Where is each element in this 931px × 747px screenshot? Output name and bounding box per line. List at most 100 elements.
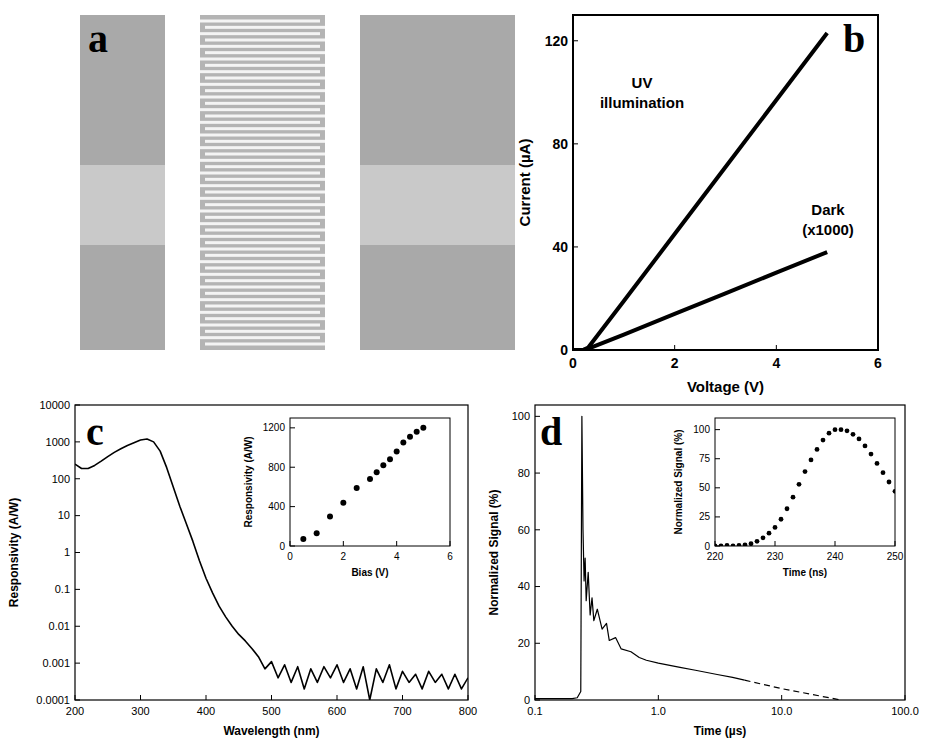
finger xyxy=(205,216,325,219)
finger xyxy=(205,153,325,156)
y-tick-label: 1000 xyxy=(46,436,70,448)
finger xyxy=(205,292,325,295)
x-tick-label: 220 xyxy=(707,551,724,562)
x-tick xyxy=(781,695,782,700)
y-tick xyxy=(715,487,720,488)
data-point xyxy=(367,476,373,482)
y-tick xyxy=(535,643,540,644)
data-point xyxy=(863,444,868,449)
x-tick-label: 10.0 xyxy=(771,705,792,717)
finger xyxy=(205,229,325,232)
y-tick-label: 0.1 xyxy=(55,583,70,595)
series-label-line: UV xyxy=(632,74,653,91)
marks xyxy=(535,416,841,700)
data-line xyxy=(745,680,841,700)
series-label-line: Dark xyxy=(811,201,845,218)
finger-area xyxy=(200,15,325,350)
figure: a024604080120Voltage (V)Current (µA)UVil… xyxy=(0,0,931,747)
x-tick-label: 600 xyxy=(328,705,346,717)
y-tick xyxy=(75,589,80,590)
x-tick-label: 2 xyxy=(671,355,679,371)
finger xyxy=(205,203,325,206)
data-point xyxy=(815,447,820,452)
y-tick-label: 80 xyxy=(518,467,530,479)
y-tick xyxy=(75,663,80,664)
panel-letter: b xyxy=(843,16,865,61)
data-point xyxy=(797,482,802,487)
y-tick-label: 1 xyxy=(64,546,70,558)
y-axis-title: Current (µA) xyxy=(516,139,533,227)
finger xyxy=(200,222,320,225)
plot: 024604080120Voltage (V)Current (µA)UVill… xyxy=(516,15,882,395)
y-axis-title: Normalized Signal (%) xyxy=(487,489,501,615)
bus-bar xyxy=(165,15,200,350)
finger xyxy=(205,254,325,257)
y-tick-label: 0.01 xyxy=(49,620,70,632)
y-tick-label: 25 xyxy=(699,511,711,522)
data-point xyxy=(881,470,886,475)
x-tick xyxy=(140,695,141,700)
y-tick xyxy=(715,429,720,430)
finger xyxy=(205,267,325,270)
finger xyxy=(200,32,320,35)
panel-letter: c xyxy=(86,409,104,454)
finger xyxy=(205,102,325,105)
x-axis-title: Wavelength (nm) xyxy=(223,724,319,738)
marks xyxy=(300,425,426,542)
y-tick-label: 0 xyxy=(524,694,530,706)
finger xyxy=(200,45,320,48)
finger xyxy=(205,89,325,92)
data-point xyxy=(821,438,826,443)
data-point xyxy=(354,485,360,491)
panel-letter: d xyxy=(540,409,562,454)
marks xyxy=(573,33,827,350)
finger xyxy=(200,159,320,162)
x-tick-label: 0 xyxy=(569,355,577,371)
y-tick xyxy=(535,700,540,701)
x-tick xyxy=(905,695,906,700)
y-tick-label: 100 xyxy=(512,410,530,422)
data-point xyxy=(755,539,760,544)
data-point xyxy=(827,431,832,436)
data-point xyxy=(715,544,717,546)
data-line xyxy=(75,439,468,700)
y-tick-label: 40 xyxy=(552,239,568,255)
data-point xyxy=(414,429,420,435)
y-tick-label: 1200 xyxy=(263,422,286,433)
data-line xyxy=(573,33,827,350)
y-tick xyxy=(290,546,295,547)
x-tick-label: 1.0 xyxy=(651,705,666,717)
y-tick xyxy=(535,529,540,530)
y-tick-label: 0.0001 xyxy=(36,694,70,706)
y-tick xyxy=(75,405,80,406)
y-tick xyxy=(535,586,540,587)
finger xyxy=(200,172,320,175)
x-tick xyxy=(878,345,879,350)
finger xyxy=(205,51,325,54)
x-tick xyxy=(450,541,451,546)
data-point xyxy=(767,531,772,536)
y-tick-label: 100 xyxy=(52,473,70,485)
x-tick xyxy=(775,541,776,546)
x-tick-label: 0 xyxy=(287,551,293,562)
bond-pad xyxy=(360,245,515,350)
finger xyxy=(200,197,320,200)
data-point xyxy=(761,535,766,540)
x-tick-label: 230 xyxy=(767,551,784,562)
series-label-line: illumination xyxy=(600,94,684,111)
y-tick-label: 80 xyxy=(552,136,568,152)
finger xyxy=(200,273,320,276)
data-point xyxy=(773,525,778,530)
y-tick-label: 60 xyxy=(518,524,530,536)
finger xyxy=(200,235,320,238)
data-point xyxy=(869,452,874,457)
x-tick xyxy=(835,541,836,546)
data-point xyxy=(803,469,808,474)
finger xyxy=(200,121,320,124)
finger xyxy=(200,20,320,23)
x-tick xyxy=(535,695,536,700)
finger xyxy=(200,108,320,111)
electrode-photo xyxy=(80,15,515,350)
data-point xyxy=(719,544,724,546)
data-point xyxy=(400,440,406,446)
